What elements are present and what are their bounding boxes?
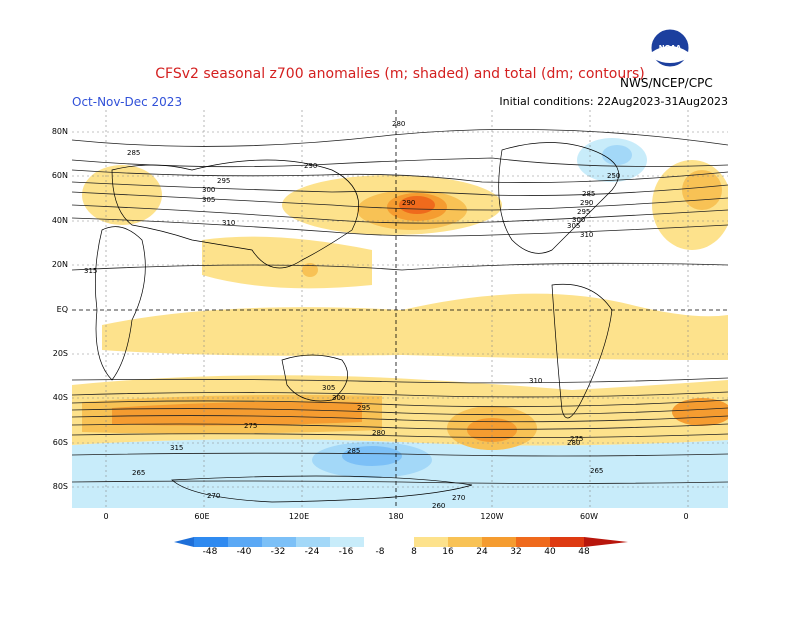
colorbar-tick: 24 (476, 547, 488, 557)
lat-label: 40N (51, 216, 68, 225)
colorbar (174, 537, 628, 547)
north-america-outline (498, 142, 620, 254)
anomaly-blob (672, 398, 732, 426)
lat-label: 80S (52, 482, 68, 491)
anomaly-blob (682, 170, 722, 210)
graticule (72, 110, 728, 508)
contour-label: 290 (402, 199, 415, 207)
contour-label: 285 (347, 447, 360, 455)
colorbar-tick: -8 (375, 547, 385, 557)
anomaly-blob (82, 165, 162, 225)
contour-label: 310 (222, 219, 235, 227)
anomaly-blob (302, 263, 318, 277)
lat-label: 40S (52, 393, 68, 402)
contour-label: 315 (84, 267, 97, 275)
colorbar-tick: 8 (411, 547, 417, 557)
contour-label: 310 (580, 231, 593, 239)
contour-label: 280 (392, 120, 405, 128)
lon-label: 180 (388, 512, 404, 521)
lat-label: EQ (56, 305, 68, 314)
lat-label: 20S (52, 349, 68, 358)
contour-label: 250 (607, 172, 620, 180)
contour-label: 305 (567, 222, 580, 230)
lat-label: 60N (51, 171, 68, 180)
colorbar-tick: -24 (304, 547, 320, 557)
contour-labels: 280 285 290 295 300 305 310 315 270 275 … (84, 120, 620, 510)
anomaly-map: 280 285 290 295 300 305 310 315 270 275 … (71, 110, 732, 510)
season-label: Oct-Nov-Dec 2023 (72, 95, 183, 109)
contour-label: 300 (202, 186, 215, 194)
contour-label: 265 (590, 467, 603, 475)
contour-label: 295 (577, 208, 590, 216)
contour-label: 315 (170, 444, 183, 452)
colorbar-tick: -16 (338, 547, 354, 557)
lat-label: 20N (51, 260, 68, 269)
equator-dateline (72, 110, 728, 508)
anomaly-blob (342, 446, 402, 466)
lon-label: 0 (683, 512, 689, 521)
contours (71, 128, 729, 484)
colorbar-tick: 32 (510, 547, 522, 557)
contour-label: 280 (372, 429, 385, 437)
colorbar-tick: -32 (270, 547, 286, 557)
contour-label: 290 (580, 199, 593, 207)
lon-label: 0 (103, 512, 109, 521)
coastlines (95, 142, 620, 503)
page-title: CFSv2 seasonal z700 anomalies (m; shaded… (155, 66, 645, 82)
colorbar-tick: -48 (202, 547, 218, 557)
lon-label: 120W (480, 512, 504, 521)
lon-label: 120E (288, 512, 310, 521)
lon-label: 60W (579, 512, 599, 521)
lat-label: 60S (52, 438, 68, 447)
africa-outline (95, 226, 146, 381)
antarctica-outline (171, 475, 473, 503)
contour-label: 275 (244, 422, 257, 430)
contour-label: 265 (132, 469, 145, 477)
anomaly-blob (112, 401, 362, 426)
contour-label: 280 (567, 439, 580, 447)
contour-label: 275 (570, 435, 583, 443)
contour-label: 305 (322, 384, 335, 392)
contour-label: 270 (452, 494, 465, 502)
colorbar-tick: 40 (544, 547, 556, 557)
south-america-outline (551, 283, 613, 419)
contour-label: 300 (572, 216, 585, 224)
australia-outline (281, 354, 348, 402)
contour-label: 310 (529, 377, 542, 385)
map-svg: 280 285 290 295 300 305 310 315 270 275 … (71, 110, 732, 510)
eurasia-outline (111, 159, 360, 269)
contour-label: 300 (332, 394, 345, 402)
contour-label: 260 (432, 502, 445, 508)
contour-label: 270 (207, 492, 220, 500)
contour-label: 285 (127, 149, 140, 157)
lon-label: 60E (194, 512, 210, 521)
anomaly-blob (602, 145, 632, 165)
contour-label: 295 (217, 177, 230, 185)
contour-label: 295 (357, 404, 370, 412)
init-conditions-label: Initial conditions: 22Aug2023-31Aug2023 (499, 95, 728, 108)
colorbar-tick: -40 (236, 547, 252, 557)
contour-label: 305 (202, 196, 215, 204)
agency-label: NWS/NCEP/CPC (620, 76, 713, 90)
contour-label: 290 (304, 162, 317, 170)
colorbar-tick: 16 (442, 547, 454, 557)
colorbar-tick: 48 (578, 547, 590, 557)
noaa-logo-icon: NOAA (650, 28, 690, 68)
lat-label: 80N (51, 127, 68, 136)
anomaly-blob (202, 236, 372, 289)
logo-text: NOAA (659, 44, 682, 52)
contour-label: 285 (582, 190, 595, 198)
